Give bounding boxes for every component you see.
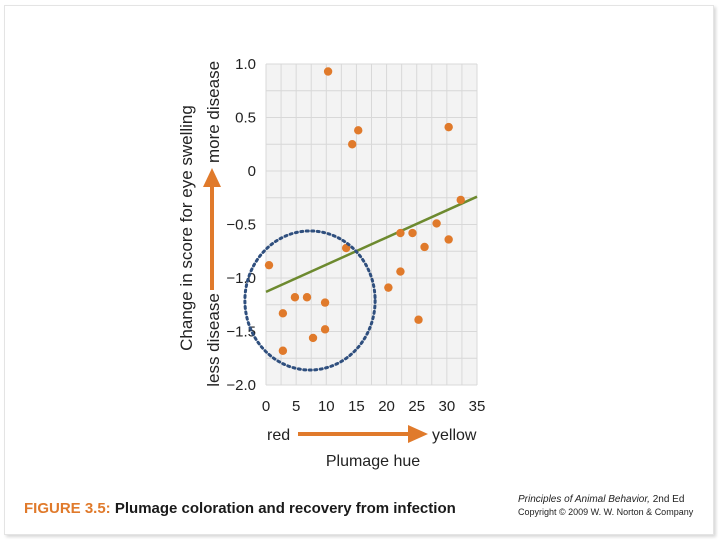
data-point: [432, 219, 441, 228]
x-axis-arrow-head: [408, 425, 428, 443]
y-less-disease-label: less disease: [204, 293, 223, 387]
y-tick-label: −1.0: [226, 270, 256, 287]
y-tick-label: −2.0: [226, 377, 256, 394]
data-point: [420, 242, 429, 252]
y-more-disease-label: more disease: [204, 61, 223, 163]
y-tick-label: −0.5: [226, 217, 256, 234]
x-yellow-label: yellow: [432, 427, 477, 444]
x-tick-label: 20: [378, 398, 395, 415]
data-point: [408, 228, 417, 238]
book-edition: 2nd Ed: [652, 494, 685, 505]
y-tick-label: 1.0: [235, 56, 256, 73]
book-credit: Principles of Animal Behavior, 2nd Ed Co…: [518, 494, 693, 518]
data-point: [348, 140, 357, 149]
highlight-ellipse: [243, 229, 377, 372]
y-tick-label: 0: [248, 163, 256, 180]
data-point: [290, 293, 300, 302]
book-title: Principles of Animal Behavior,: [518, 494, 650, 505]
x-red-label: red: [267, 427, 290, 444]
data-point: [308, 333, 318, 343]
slide-frame: [4, 5, 714, 535]
x-tick-label: 30: [439, 398, 456, 415]
y-axis-title: Change in score for eye swelling: [177, 105, 196, 351]
x-tick-label: 25: [408, 398, 425, 415]
data-point: [323, 67, 333, 76]
x-tick-label: 0: [262, 398, 270, 415]
data-point: [278, 309, 288, 318]
data-point: [456, 195, 465, 205]
data-point: [320, 325, 330, 334]
data-point: [354, 126, 363, 135]
x-tick-label: 15: [348, 398, 365, 415]
figure-label: FIGURE 3.5:: [24, 500, 111, 517]
data-point: [444, 122, 453, 132]
figure-title: Plumage coloration and recovery from inf…: [114, 500, 456, 517]
data-point: [444, 235, 453, 244]
x-tick-label: 35: [469, 398, 486, 415]
data-point: [384, 283, 393, 292]
data-point: [320, 298, 330, 307]
y-tick-label: 0.5: [235, 110, 256, 127]
x-tick-label: 5: [292, 398, 300, 415]
figure-caption: FIGURE 3.5: Plumage coloration and recov…: [24, 500, 456, 517]
copyright-text: Copyright © 2009 W. W. Norton & Company: [518, 507, 694, 517]
data-point: [396, 267, 405, 276]
data-point: [278, 346, 288, 355]
x-axis-title: Plumage hue: [326, 453, 420, 470]
y-axis-arrow-head: [203, 168, 221, 187]
data-point: [414, 315, 423, 324]
data-point: [396, 228, 405, 238]
x-tick-label: 10: [318, 398, 335, 415]
trend-line: [265, 195, 478, 294]
data-point: [264, 260, 274, 270]
data-point: [302, 293, 312, 302]
